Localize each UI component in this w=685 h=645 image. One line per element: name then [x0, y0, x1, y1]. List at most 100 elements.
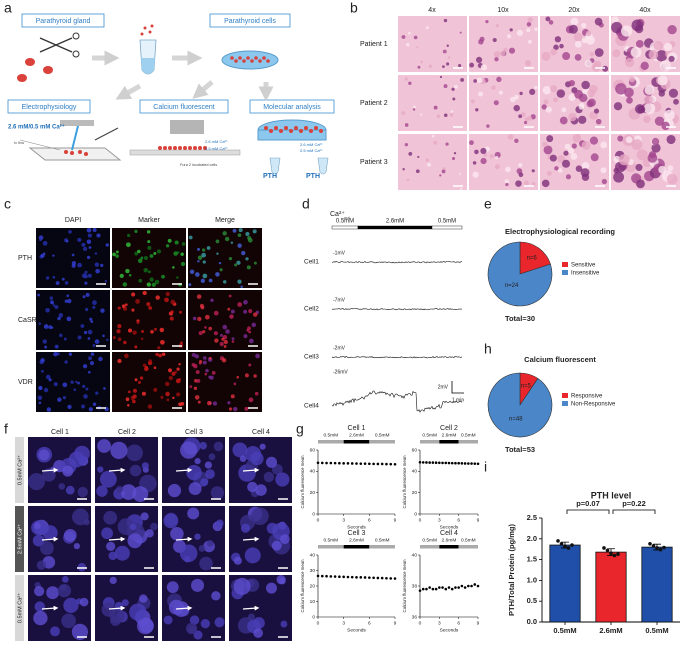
- cell-blob: [205, 368, 209, 373]
- cell-arrow: [108, 605, 126, 611]
- cell-blob: [147, 245, 152, 250]
- cell-blob: [128, 273, 132, 277]
- cell-blob: [527, 17, 534, 23]
- cell-blob: [96, 233, 101, 238]
- cell-blob: [82, 384, 86, 388]
- cell-blob: [248, 397, 254, 403]
- cell-blob: [636, 149, 648, 161]
- cell-blob: [416, 46, 419, 49]
- cell-blob: [196, 294, 202, 299]
- cell-blob: [570, 17, 579, 26]
- cell-dot: [279, 129, 283, 133]
- cell-blob: [439, 75, 443, 79]
- cell-blob: [73, 388, 77, 392]
- cell-blob: [246, 328, 250, 332]
- cell-dot: [84, 152, 88, 156]
- legend-label: Sensitive: [571, 263, 596, 269]
- stimulus-bar: [369, 545, 395, 549]
- cell-blob: [545, 106, 552, 113]
- data-point: [363, 576, 367, 579]
- cell-blob: [53, 382, 58, 387]
- cell-blob: [491, 85, 496, 90]
- cell-blob: [659, 60, 672, 72]
- column-header: Cell 1: [51, 429, 69, 436]
- step-box: [7, 99, 91, 114]
- cell-blob: [197, 255, 203, 260]
- cell-blob: [543, 99, 549, 105]
- cell-blob: [66, 240, 69, 243]
- y-tick-label: 60: [310, 447, 316, 453]
- chart-title: Electrophysiological recording: [505, 227, 615, 236]
- cell-blob: [88, 356, 92, 361]
- cell-blob: [564, 143, 571, 150]
- cell-blob: [77, 381, 80, 385]
- cell-blob: [412, 105, 417, 109]
- cell-blob: [578, 104, 585, 110]
- cell-blob: [443, 113, 448, 118]
- label: 2.6mM: [442, 537, 457, 543]
- cell-blob: [127, 328, 133, 333]
- y-tick-label: 38: [412, 583, 418, 589]
- cell-blob: [134, 345, 138, 349]
- cell-blob: [147, 240, 151, 244]
- cell-blob: [643, 115, 651, 123]
- cell-blob: [134, 229, 138, 233]
- cell-blob: [180, 252, 184, 256]
- cell-blob: [161, 352, 166, 357]
- cell-blob: [155, 295, 160, 300]
- cell-blob: [205, 469, 215, 479]
- cell-blob: [230, 309, 235, 314]
- cell-blob: [116, 485, 124, 493]
- x-axis-label: Seconds: [440, 524, 459, 530]
- cell-blob: [475, 56, 483, 63]
- data-point: [470, 584, 473, 588]
- cell-blob: [446, 44, 449, 47]
- condition-bar: [15, 575, 24, 641]
- cell-blob: [83, 246, 88, 252]
- cell-blob: [38, 449, 50, 461]
- y-tick-label: 40: [310, 552, 316, 558]
- p-value: p=0.07: [576, 499, 600, 508]
- label: out: [344, 215, 350, 220]
- x-tick-label: 9: [477, 620, 480, 626]
- cell-blob: [117, 306, 121, 310]
- cell-blob: [158, 353, 163, 358]
- replicate-point: [616, 552, 620, 556]
- cell-blob: [110, 615, 121, 626]
- objective: [170, 120, 204, 134]
- cell-blob: [48, 378, 52, 382]
- x-axis-label: Seconds: [440, 627, 459, 633]
- cell-dot: [193, 146, 197, 150]
- micrograph: [95, 506, 158, 572]
- cell-blob: [513, 104, 520, 112]
- cell-blob: [100, 308, 105, 313]
- micrograph: [398, 134, 467, 190]
- cell-blob: [476, 77, 483, 84]
- cell-blob: [442, 49, 447, 54]
- replicate-point: [662, 545, 666, 550]
- cell-blob: [651, 137, 660, 146]
- data-point: [320, 461, 324, 465]
- cell-blob: [600, 167, 607, 174]
- cell-blob: [142, 363, 147, 367]
- replicate-point: [648, 541, 652, 546]
- data-point: [441, 461, 444, 465]
- cell-blob: [664, 109, 675, 121]
- micrograph-bg: [398, 134, 467, 190]
- cell-blob: [37, 395, 43, 401]
- micrograph: [162, 575, 225, 641]
- cell-blob: [134, 378, 138, 382]
- cell-blob: [150, 522, 158, 531]
- cell-blob: [54, 344, 59, 349]
- cell-blob: [84, 270, 88, 274]
- cell-blob: [194, 457, 201, 465]
- cell-blob: [34, 522, 41, 530]
- label: 0.5mM: [336, 219, 354, 225]
- cell-blob: [420, 60, 423, 64]
- cell-blob: [159, 327, 165, 333]
- data-point: [350, 575, 354, 579]
- x-tick-label: 0.5mM: [645, 626, 668, 635]
- y-tick-label: 0: [414, 511, 417, 517]
- cell-blob: [92, 305, 96, 309]
- cell-blob: [68, 352, 73, 356]
